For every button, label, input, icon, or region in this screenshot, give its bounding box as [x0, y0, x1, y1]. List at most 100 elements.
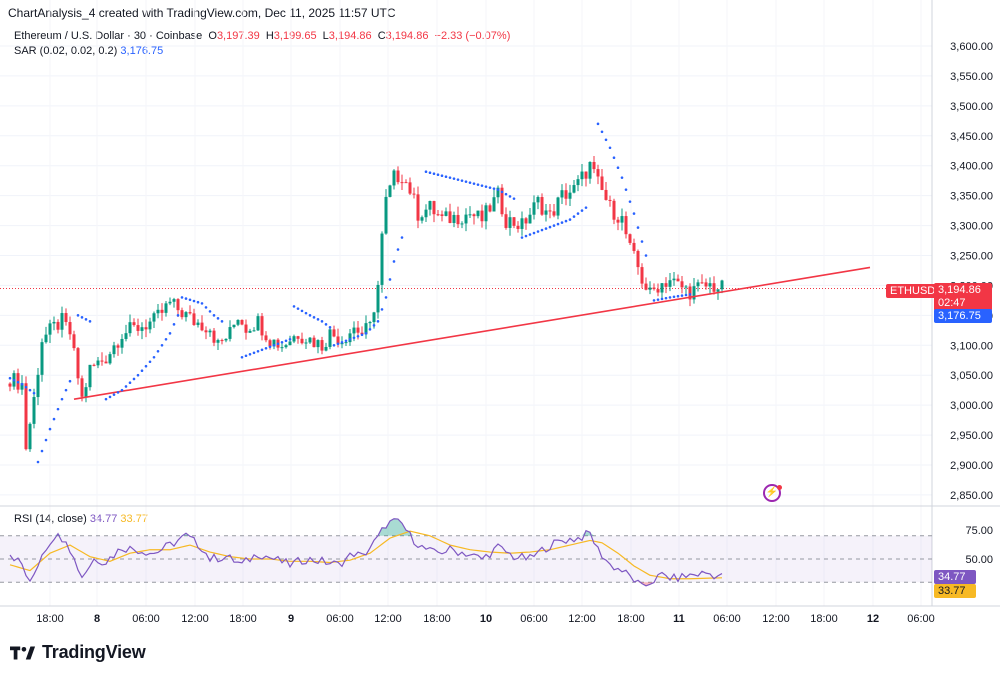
- sar-dot: [640, 240, 644, 243]
- sar-dot: [428, 171, 432, 174]
- candle-body: [216, 340, 220, 343]
- sar-dot: [352, 336, 356, 340]
- sar-dot: [460, 179, 464, 182]
- symbol-legend[interactable]: Ethereum / U.S. Dollar · 30 · Coinbase O…: [14, 30, 510, 42]
- sar-dot: [616, 166, 620, 170]
- time-axis-tick: 11: [673, 613, 685, 625]
- candle-body: [308, 337, 312, 343]
- sar-dot: [332, 343, 336, 347]
- candle-body: [556, 197, 560, 216]
- candle-body: [128, 322, 132, 334]
- candle-body: [348, 333, 352, 343]
- candle-body: [136, 325, 140, 331]
- candle-body: [96, 360, 100, 366]
- candle-body: [104, 361, 108, 364]
- candle-body: [708, 283, 712, 287]
- candle-body: [664, 283, 668, 287]
- candle-body: [628, 234, 632, 243]
- candle-body: [148, 321, 152, 330]
- sar-dot: [356, 335, 360, 338]
- candle-body: [472, 214, 476, 217]
- sar-dot: [144, 364, 148, 368]
- candle-body: [24, 383, 28, 450]
- candle-body: [300, 338, 304, 344]
- alert-icon[interactable]: ⚡: [763, 484, 781, 502]
- candle-body: [324, 346, 328, 351]
- time-axis-tick: 18:00: [229, 613, 257, 625]
- sar-dot: [24, 385, 28, 389]
- candle-body: [620, 216, 624, 223]
- candle-body: [668, 280, 672, 287]
- sar-dot: [8, 376, 12, 380]
- candle-body: [580, 171, 584, 180]
- tradingview-brand[interactable]: TradingView: [10, 642, 146, 663]
- sar-dot: [596, 122, 600, 126]
- sar-dot: [244, 354, 248, 358]
- price-axis-tick: 2,850.00: [950, 490, 993, 502]
- sar-dot: [76, 314, 80, 317]
- sar-price-tag: 3,176.75: [934, 309, 992, 323]
- time-axis-tick: 10: [480, 613, 492, 625]
- candle-body: [456, 214, 460, 225]
- sar-legend[interactable]: SAR (0.02, 0.02, 0.2) 3,176.75: [14, 45, 163, 57]
- candle-body: [132, 322, 136, 326]
- alert-badge-dot: [777, 485, 782, 490]
- candle-body: [320, 340, 324, 351]
- sar-dot: [504, 192, 508, 196]
- sar-dot: [552, 224, 556, 227]
- sar-dot: [256, 349, 260, 353]
- sar-dot: [124, 385, 128, 388]
- candle-body: [552, 211, 556, 216]
- candle-body: [492, 197, 496, 212]
- candle-body: [704, 282, 708, 287]
- sar-dot: [612, 156, 616, 160]
- candle-body: [236, 319, 240, 325]
- sar-dot: [268, 345, 272, 349]
- price-axis-tick: 3,500.00: [950, 101, 993, 113]
- candle-body: [444, 211, 448, 216]
- candle-body: [224, 338, 228, 341]
- candle-body: [156, 309, 160, 314]
- sar-dot: [536, 230, 540, 233]
- candle-body: [672, 278, 676, 281]
- sar-dot: [572, 215, 576, 218]
- sar-dot: [312, 316, 316, 319]
- candle-body: [496, 187, 500, 198]
- sar-dot: [488, 186, 492, 189]
- sar-dot: [204, 306, 208, 309]
- candle-body: [52, 321, 56, 324]
- sar-value: 3,176.75: [120, 45, 164, 57]
- candle-body: [488, 205, 492, 212]
- sar-dot: [36, 460, 40, 464]
- candle-body: [372, 312, 376, 323]
- candle-body: [360, 332, 364, 335]
- sar-dot: [480, 184, 484, 187]
- sar-dot: [28, 388, 32, 392]
- close-value: 3,194.86: [385, 30, 429, 42]
- sar-dot: [384, 296, 388, 299]
- candle-body: [328, 329, 332, 347]
- bar-countdown: 02:47: [938, 297, 966, 309]
- candle-body: [688, 286, 692, 300]
- sar-dot: [40, 449, 44, 453]
- sar-dot: [636, 226, 640, 229]
- sar-dot: [620, 176, 624, 179]
- candle-body: [432, 201, 436, 215]
- sar-dot: [424, 170, 428, 173]
- candle-body: [584, 171, 588, 179]
- sar-dot: [628, 200, 632, 203]
- candle-body: [712, 283, 716, 292]
- time-axis-tick: 12: [867, 613, 879, 625]
- time-axis-tick: 18:00: [617, 613, 645, 625]
- sar-dot: [464, 180, 468, 183]
- candle-body: [292, 336, 296, 342]
- candle-body: [152, 313, 156, 322]
- sar-dot: [624, 188, 628, 191]
- sar-dot: [112, 393, 116, 396]
- rsi-oversold-fill: [10, 582, 722, 586]
- sar-dot: [316, 318, 320, 321]
- candle-body: [476, 210, 480, 217]
- candle-body: [108, 354, 112, 364]
- candle-body: [576, 179, 580, 186]
